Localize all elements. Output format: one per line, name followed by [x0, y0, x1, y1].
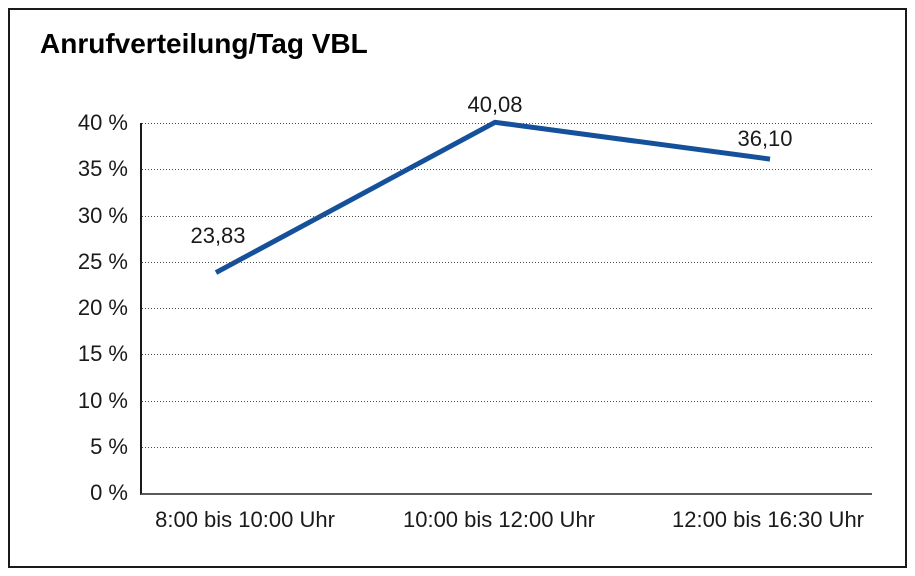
- gridline: [142, 400, 872, 402]
- y-axis-tick-label: 15 %: [77, 341, 128, 367]
- data-point-label: 40,08: [467, 92, 523, 117]
- x-axis-category-label: 8:00 bis 10:00 Uhr: [155, 507, 335, 532]
- data-line: [214, 119, 771, 275]
- chart-frame-border: [8, 8, 907, 568]
- y-axis-tick-label: 0 %: [90, 480, 128, 505]
- y-axis-tick-label: 40 %: [77, 110, 128, 135]
- chart-title: Anrufverteilung/Tag VBL: [40, 28, 368, 59]
- gridline: [142, 215, 872, 217]
- line-series: [214, 119, 771, 275]
- y-axis-tick-label: 25 %: [77, 248, 128, 274]
- gridline: [142, 446, 872, 448]
- y-axis-tick-label: 20 %: [77, 295, 128, 320]
- data-point-label: 23,83: [190, 223, 246, 248]
- y-axis-tick-label: 5 %: [90, 433, 128, 459]
- gridline: [142, 308, 872, 309]
- x-axis-category-label: 10:00 bis 12:00 Uhr: [402, 507, 596, 532]
- y-axis-tick-label: 10 %: [77, 387, 128, 413]
- y-axis-tick-label: 35 %: [77, 156, 128, 182]
- gridline: [142, 261, 872, 263]
- gridline: [142, 354, 872, 356]
- y-axis-tick-label: 30 %: [77, 202, 128, 228]
- data-point-label: 36,10: [737, 126, 793, 151]
- plot-area: [140, 119, 872, 495]
- gridline: [142, 123, 872, 124]
- gridline: [142, 169, 872, 171]
- x-axis-category-label: 12:00 bis 16:30 Uhr: [671, 507, 865, 532]
